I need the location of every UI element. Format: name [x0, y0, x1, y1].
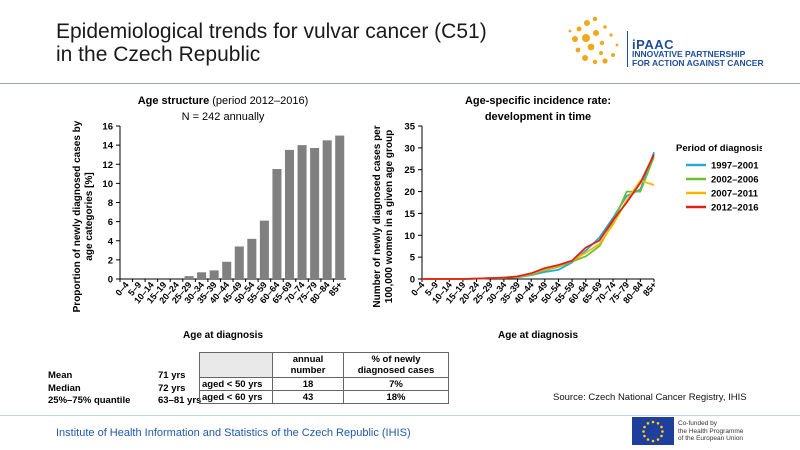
- table-row: aged < 50 yrs 18 7%: [199, 377, 449, 391]
- page-title: Epidemiological trends for vulvar cancer…: [56, 20, 526, 66]
- logo-dots-icon: [568, 16, 619, 65]
- y-axis-label: Proportion of newly diagnosed cases by: [72, 120, 83, 312]
- chart-title: development in time: [485, 111, 591, 123]
- bar: [297, 145, 307, 279]
- stat-label: 25%–75% quantile: [48, 395, 131, 406]
- age-statistics: Mean 71 yrs Median 72 yrs 25%–75% quantile…: [48, 370, 201, 408]
- legend-label: 2012–2016: [711, 203, 759, 214]
- bar: [259, 220, 269, 279]
- y-tick-label: 14: [102, 141, 113, 152]
- x-tick-label: 85+: [641, 280, 658, 298]
- y-axis-label: age categories [%]: [84, 172, 95, 260]
- table-cell: 18%: [343, 390, 449, 404]
- bar: [272, 169, 282, 279]
- stat-value: 71 yrs: [158, 370, 186, 381]
- footer-institution: Institute of Health Information and Stat…: [56, 427, 411, 439]
- bar: [247, 238, 257, 279]
- y-tick-label: 15: [404, 209, 415, 220]
- title-line-1: Epidemiological trends for vulvar cancer…: [56, 20, 487, 43]
- source-note: Source: Czech National Cancer Registry, …: [553, 392, 747, 403]
- table-cell: 43: [272, 390, 344, 404]
- eu-line-1: Co-funded by: [678, 420, 718, 427]
- y-tick-label: 6: [108, 217, 113, 228]
- table-corner: [199, 352, 273, 378]
- y-tick-label: 2: [108, 255, 113, 266]
- table-row: aged < 60 yrs 43 18%: [199, 390, 449, 404]
- bar: [310, 147, 320, 279]
- chart-subtitle: N = 242 annually: [182, 111, 265, 123]
- table-header-cell: % of newly diagnosed cases: [343, 352, 449, 378]
- eu-flag-icon: [632, 417, 674, 445]
- bar: [209, 270, 219, 279]
- table-row-label: aged < 50 yrs: [199, 377, 273, 391]
- stat-label: Mean: [48, 370, 73, 381]
- y-axis-label: 100,000 women in a given age group: [384, 130, 395, 303]
- stat-value: 72 yrs: [158, 382, 186, 394]
- table-row-label: aged < 60 yrs: [199, 390, 273, 404]
- y-tick-label: 8: [108, 198, 113, 209]
- age-summary-table: annual number % of newly diagnosed cases…: [199, 352, 449, 404]
- series-line: [422, 156, 655, 280]
- bar: [222, 261, 232, 279]
- bar: [322, 140, 332, 279]
- legend-label: 2007–2011: [711, 189, 759, 200]
- y-tick-label: 4: [108, 236, 114, 247]
- y-tick-label: 5: [410, 253, 416, 264]
- y-tick-label: 0: [108, 275, 113, 286]
- logo-divider: [627, 31, 628, 67]
- incidence-rate-chart: Age-specific incidence rate: development …: [372, 95, 762, 341]
- footer-divider: [0, 415, 800, 416]
- stat-label: Median: [48, 382, 81, 394]
- series-line: [422, 154, 655, 280]
- y-tick-label: 20: [404, 187, 415, 198]
- bar: [234, 246, 244, 279]
- chart-title: Age structure (period 2012–2016): [138, 95, 309, 107]
- table-header-row: annual number % of newly diagnosed cases: [199, 352, 449, 378]
- eu-line-2: the Health Programme: [678, 427, 744, 435]
- series-line: [422, 151, 655, 280]
- logo-name: iPAAC: [632, 37, 674, 52]
- x-axis-label: Age at diagnosis: [183, 330, 263, 341]
- y-tick-label: 0: [410, 275, 415, 286]
- age-structure-chart: Age structure (period 2012–2016) N = 242 …: [72, 95, 346, 341]
- table-header-cell: annual number: [272, 352, 344, 378]
- x-axis-label: Age at diagnosis: [498, 330, 578, 341]
- bar: [197, 272, 207, 279]
- legend-title: Period of diagnosis: [676, 143, 762, 154]
- y-tick-label: 10: [102, 179, 113, 190]
- bar: [284, 149, 295, 279]
- y-tick-label: 25: [404, 165, 415, 176]
- series-line: [422, 179, 655, 280]
- legend-label: 2002–2006: [711, 175, 759, 186]
- header-divider: [0, 83, 800, 84]
- logo-line-1: INNOVATIVE PARTNERSHIP: [632, 48, 746, 59]
- y-tick-label: 12: [102, 160, 113, 171]
- stat-value: 63–81 yrs: [158, 395, 202, 406]
- y-tick-label: 10: [404, 231, 415, 242]
- table-cell: 18: [272, 377, 344, 391]
- chart-title: Age-specific incidence rate:: [465, 95, 611, 107]
- stat-row: Median 72 yrs: [48, 383, 201, 396]
- logo-line-2: FOR ACTION AGAINST CANCER: [632, 58, 764, 68]
- legend-label: 1997–2001: [711, 161, 759, 172]
- stat-row: 25%–75% quantile 63–81 yrs: [48, 395, 201, 408]
- table-cell: 7%: [343, 377, 449, 391]
- eu-funding-note: Co-funded by the Health Programme of the…: [678, 420, 743, 443]
- y-tick-label: 30: [404, 143, 415, 154]
- stat-row: Mean 71 yrs: [48, 370, 201, 383]
- y-tick-label: 35: [404, 122, 415, 133]
- y-axis-label: Number of newly diagnosed cases per: [372, 125, 383, 307]
- logo-text: iPAAC INNOVATIVE PARTNERSHIP FOR ACTION …: [632, 37, 764, 69]
- x-tick-label: 85+: [327, 280, 344, 298]
- bar: [335, 135, 345, 279]
- y-tick-label: 16: [102, 122, 113, 133]
- ipaac-logo: [568, 16, 619, 65]
- bar: [184, 276, 194, 279]
- title-line-2: in the Czech Republic: [56, 43, 261, 66]
- eu-line-3: of the European Union: [678, 435, 744, 442]
